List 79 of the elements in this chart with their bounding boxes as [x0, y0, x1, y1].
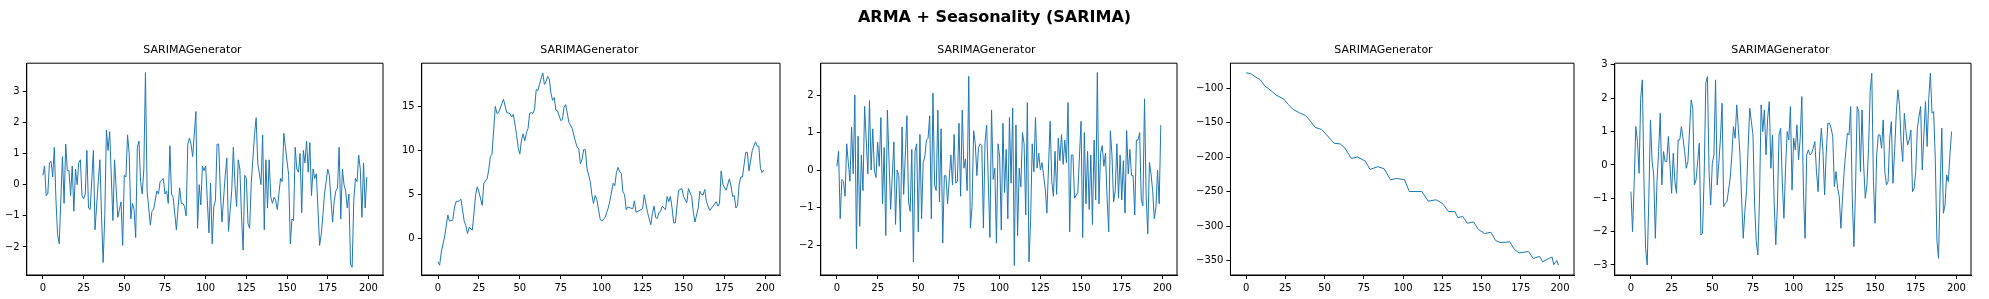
y-tick-label: 1 [807, 126, 814, 138]
chart-title: SARIMAGenerator [937, 43, 1037, 57]
y-tick-label: −100 [1196, 81, 1224, 93]
x-tick-label: 50 [911, 281, 925, 293]
y-tick-label: −1 [798, 201, 814, 213]
y-tick-label: −350 [1196, 254, 1224, 266]
x-tick-label: 175 [1906, 281, 1926, 293]
x-tick-label: 100 [990, 281, 1010, 293]
chart-title: SARIMAGenerator [143, 43, 243, 57]
x-tick-label: 25 [77, 281, 90, 293]
x-tick-label: 25 [871, 281, 884, 293]
text: ARMA + Seasonality (SARIMA) [857, 7, 1132, 26]
x-tick-label: 25 [472, 281, 486, 293]
x-tick-label: 75 [1746, 281, 1760, 293]
x-tick-label: 75 [1357, 281, 1371, 293]
x-tick-label: 125 [1030, 281, 1050, 293]
x-tick-label: 50 [1705, 281, 1719, 293]
x-tick-label: 0 [1627, 281, 1635, 293]
x-tick-label: 25 [1278, 281, 1292, 293]
x-tick-label: 175 [1511, 281, 1531, 293]
x-tick-label: 75 [554, 281, 568, 293]
x-tick-label: 25 [1665, 281, 1678, 293]
x-tick-label: 175 [1112, 281, 1132, 293]
x-tick-label: 50 [1318, 281, 1331, 293]
y-tick-label: 15 [401, 100, 415, 112]
x-tick-label: 75 [952, 281, 966, 293]
y-tick-label: −2 [798, 238, 814, 250]
y-tick-label: −250 [1196, 185, 1224, 197]
y-tick-label: 0 [1601, 158, 1608, 170]
x-tick-label: 75 [158, 281, 172, 293]
x-tick-label: 0 [1242, 281, 1250, 293]
x-tick-label: 125 [1824, 281, 1844, 293]
x-tick-label: 150 [673, 281, 694, 293]
y-tick-label: 2 [807, 88, 814, 100]
x-tick-label: 50 [513, 281, 527, 293]
chart-title: SARIMAGenerator [1334, 43, 1434, 57]
x-tick-label: 200 [1152, 281, 1172, 293]
y-tick-label: −2 [1592, 225, 1608, 237]
y-tick-label: −200 [1196, 150, 1224, 162]
y-tick-label: 3 [1601, 58, 1608, 70]
x-tick-label: 175 [714, 281, 734, 293]
x-tick-label: 200 [755, 281, 775, 293]
y-tick-label: −3 [1592, 258, 1608, 270]
x-tick-label: 150 [1471, 281, 1492, 293]
y-tick-label: −300 [1196, 219, 1224, 231]
y-tick-label: −150 [1196, 116, 1224, 128]
y-tick-label: 0 [408, 232, 415, 244]
y-tick-label: −1 [1592, 191, 1608, 203]
y-tick-label: −1 [4, 209, 20, 221]
x-tick-label: 200 [1550, 281, 1570, 293]
y-tick-label: 3 [13, 84, 20, 96]
y-tick-label: −2 [4, 240, 20, 252]
x-tick-label: 100 [1784, 281, 1804, 293]
y-tick-label: 5 [408, 188, 415, 200]
y-tick-label: 1 [1601, 125, 1608, 137]
x-tick-label: 175 [318, 281, 338, 293]
x-tick-label: 100 [196, 281, 216, 293]
x-tick-label: 150 [1071, 281, 1091, 293]
x-tick-label: 200 [358, 281, 378, 293]
x-tick-label: 0 [833, 281, 841, 293]
chart-title: SARIMAGenerator [540, 43, 640, 57]
y-tick-label: 10 [401, 144, 415, 156]
y-tick-label: 1 [13, 147, 20, 159]
y-tick-label: 2 [13, 115, 20, 127]
chart-title: SARIMAGenerator [1731, 43, 1831, 57]
x-tick-label: 150 [277, 281, 297, 293]
x-tick-label: 125 [633, 281, 653, 293]
x-tick-label: 0 [39, 281, 47, 293]
x-tick-label: 100 [592, 281, 612, 293]
x-tick-label: 150 [1865, 281, 1885, 293]
x-tick-label: 125 [236, 281, 256, 293]
x-tick-label: 50 [117, 281, 131, 293]
y-tick-label: 0 [13, 178, 20, 190]
x-tick-label: 0 [434, 281, 442, 293]
x-tick-label: 200 [1946, 281, 1966, 293]
y-tick-label: 2 [1601, 91, 1608, 103]
y-tick-label: 0 [807, 163, 814, 175]
x-tick-label: 100 [1393, 281, 1413, 293]
x-tick-label: 125 [1432, 281, 1452, 293]
